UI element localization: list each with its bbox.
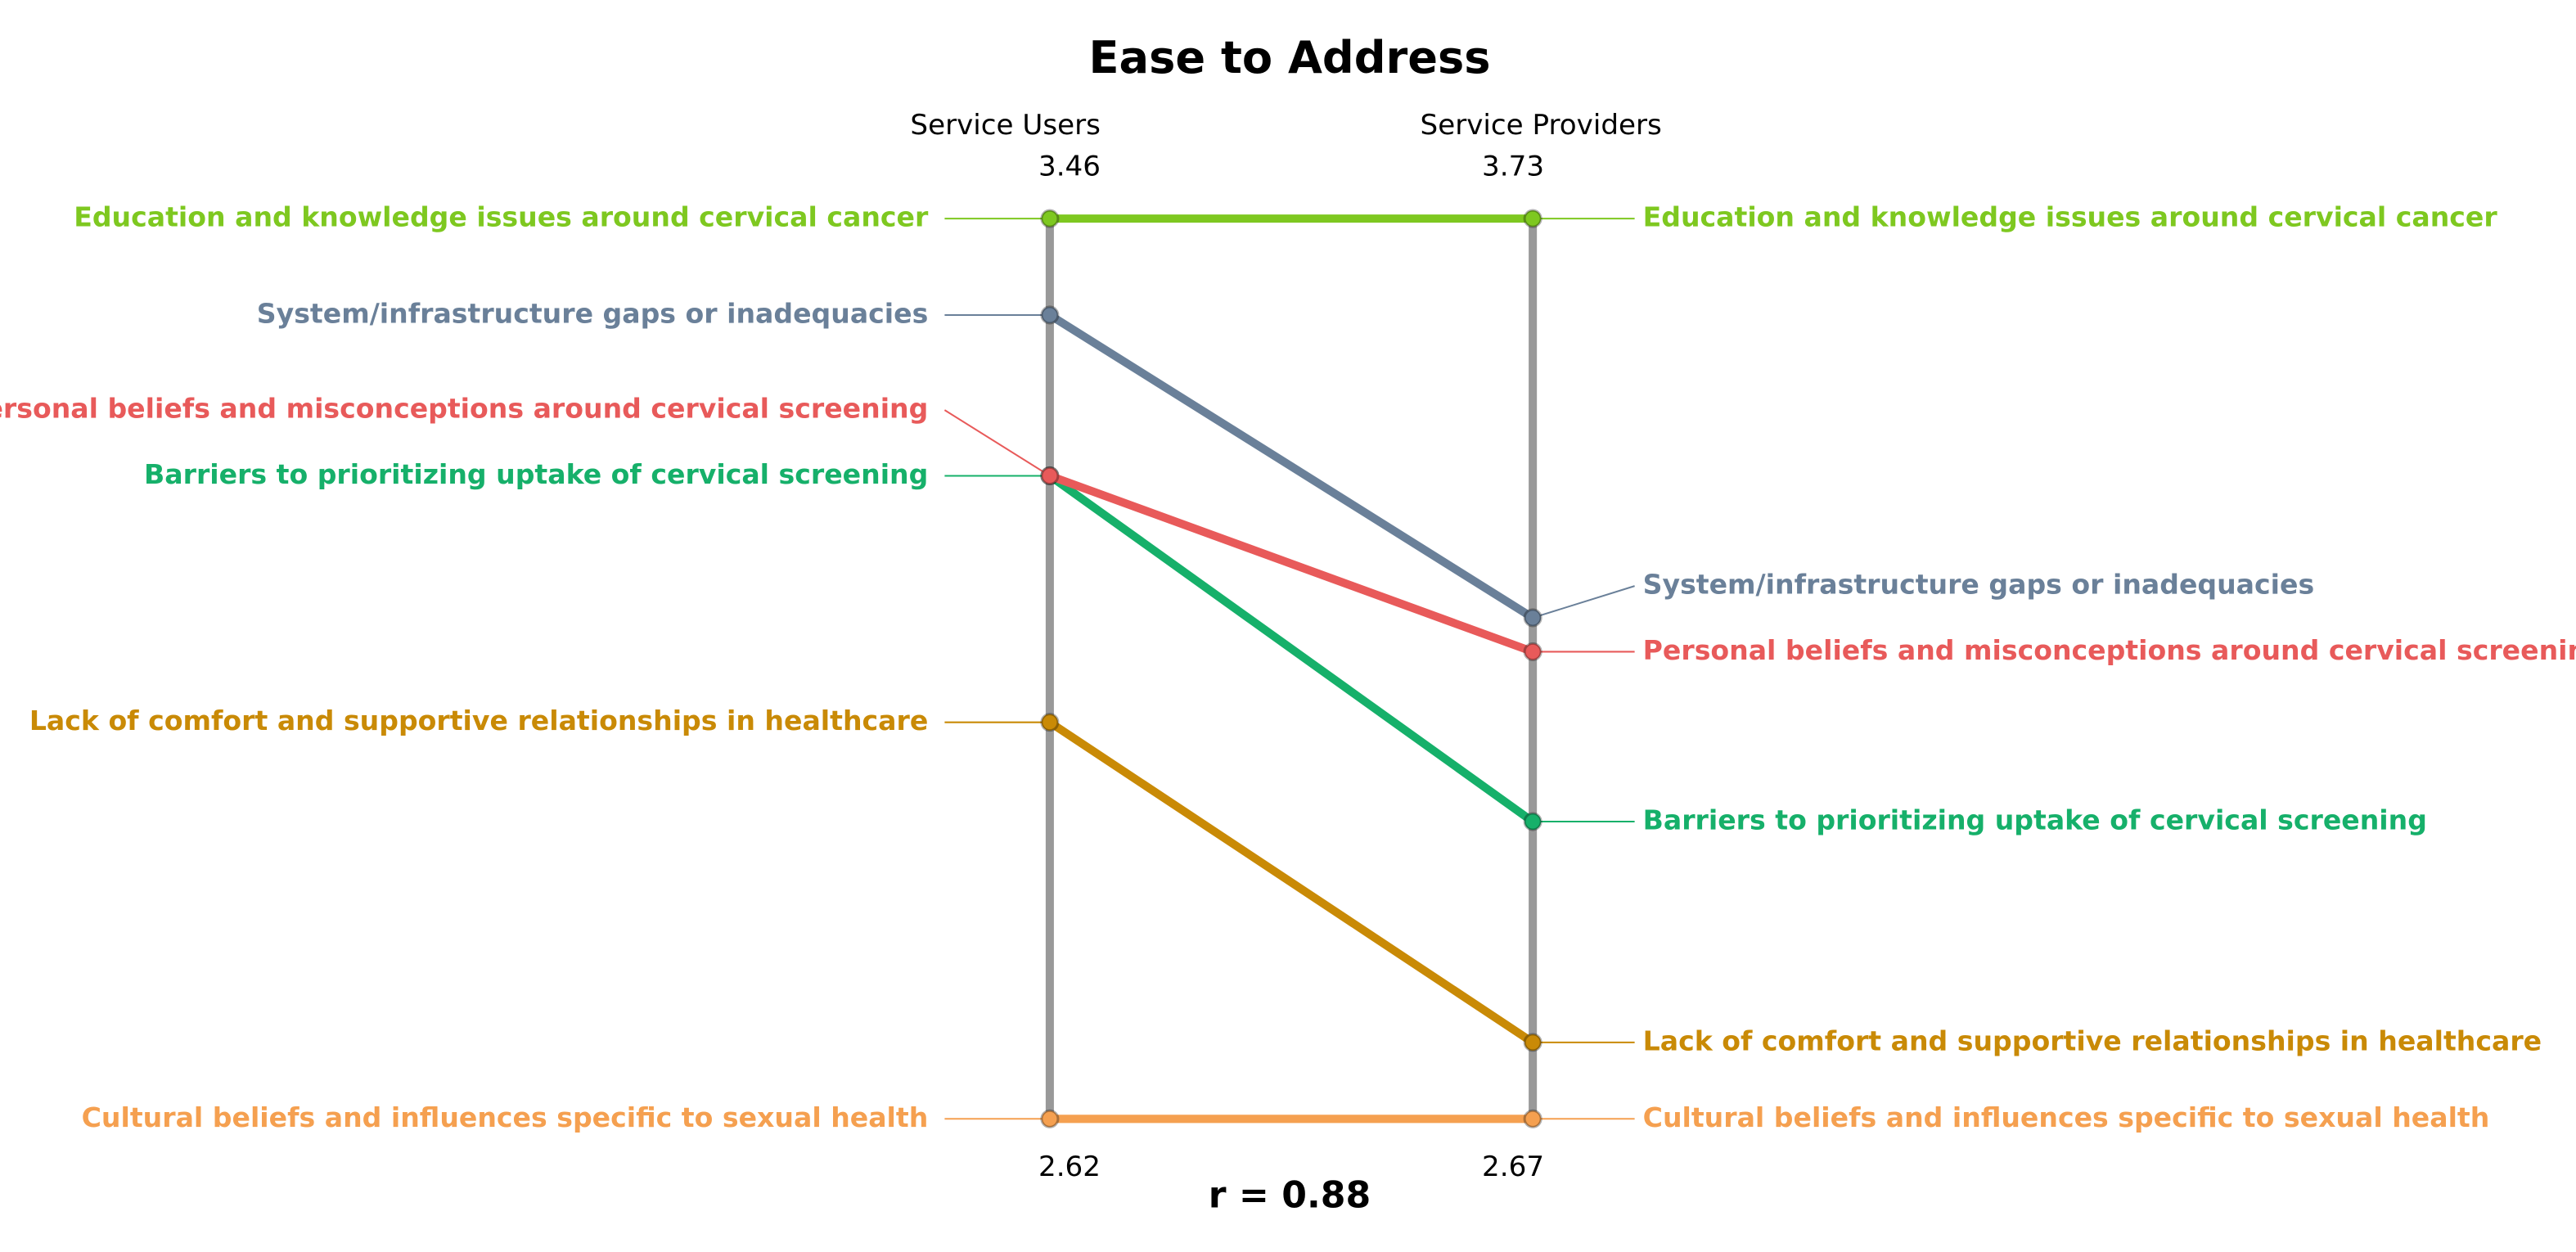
series-label: System/infrastructure gaps or inadequaci… [257,297,929,329]
point [1523,642,1542,661]
series-label: Personal beliefs and misconceptions arou… [0,393,928,425]
series-label: Cultural beliefs and influences specific… [82,1101,929,1133]
series-label: Barriers to prioritizing uptake of cervi… [1643,804,2427,836]
y-tick-label: 2.62 [1038,1151,1101,1183]
slope-line [1047,718,1535,1047]
leader-line [1532,585,1635,619]
column-header: Service Providers [1421,109,1662,142]
series-label: Personal beliefs and misconceptions arou… [1643,634,2576,666]
y-tick-label: 3.46 [1038,150,1101,182]
slope-line [1048,471,1534,656]
point [1040,305,1060,325]
series-label: Education and knowledge issues around ce… [74,201,929,233]
point [1040,466,1060,485]
point [1523,608,1542,628]
y2-tick-label: 3.73 [1482,150,1544,182]
slope-line [1047,311,1535,622]
annotation: r = 0.88 [1209,1175,1371,1217]
point [1523,812,1542,831]
series-label: System/infrastructure gaps or inadequaci… [1643,569,2315,601]
column-header: Service Users [910,109,1101,142]
point [1040,209,1060,228]
series-label: Lack of comfort and supportive relations… [29,705,928,736]
chart-title: Ease to Address [1089,32,1491,83]
series-label: Cultural beliefs and influences specific… [1643,1101,2490,1133]
y2-tick-label: 2.67 [1482,1151,1544,1183]
point [1040,1109,1060,1128]
point [1040,713,1060,732]
series-label: Lack of comfort and supportive relations… [1643,1025,2542,1056]
leader-line [943,409,1051,477]
slope-line [1047,472,1536,826]
series-label: Education and knowledge issues around ce… [1643,201,2498,233]
series-label: Barriers to prioritizing uptake of cervi… [144,458,928,490]
point [1523,1033,1542,1052]
point [1523,209,1542,228]
point [1523,1109,1542,1128]
